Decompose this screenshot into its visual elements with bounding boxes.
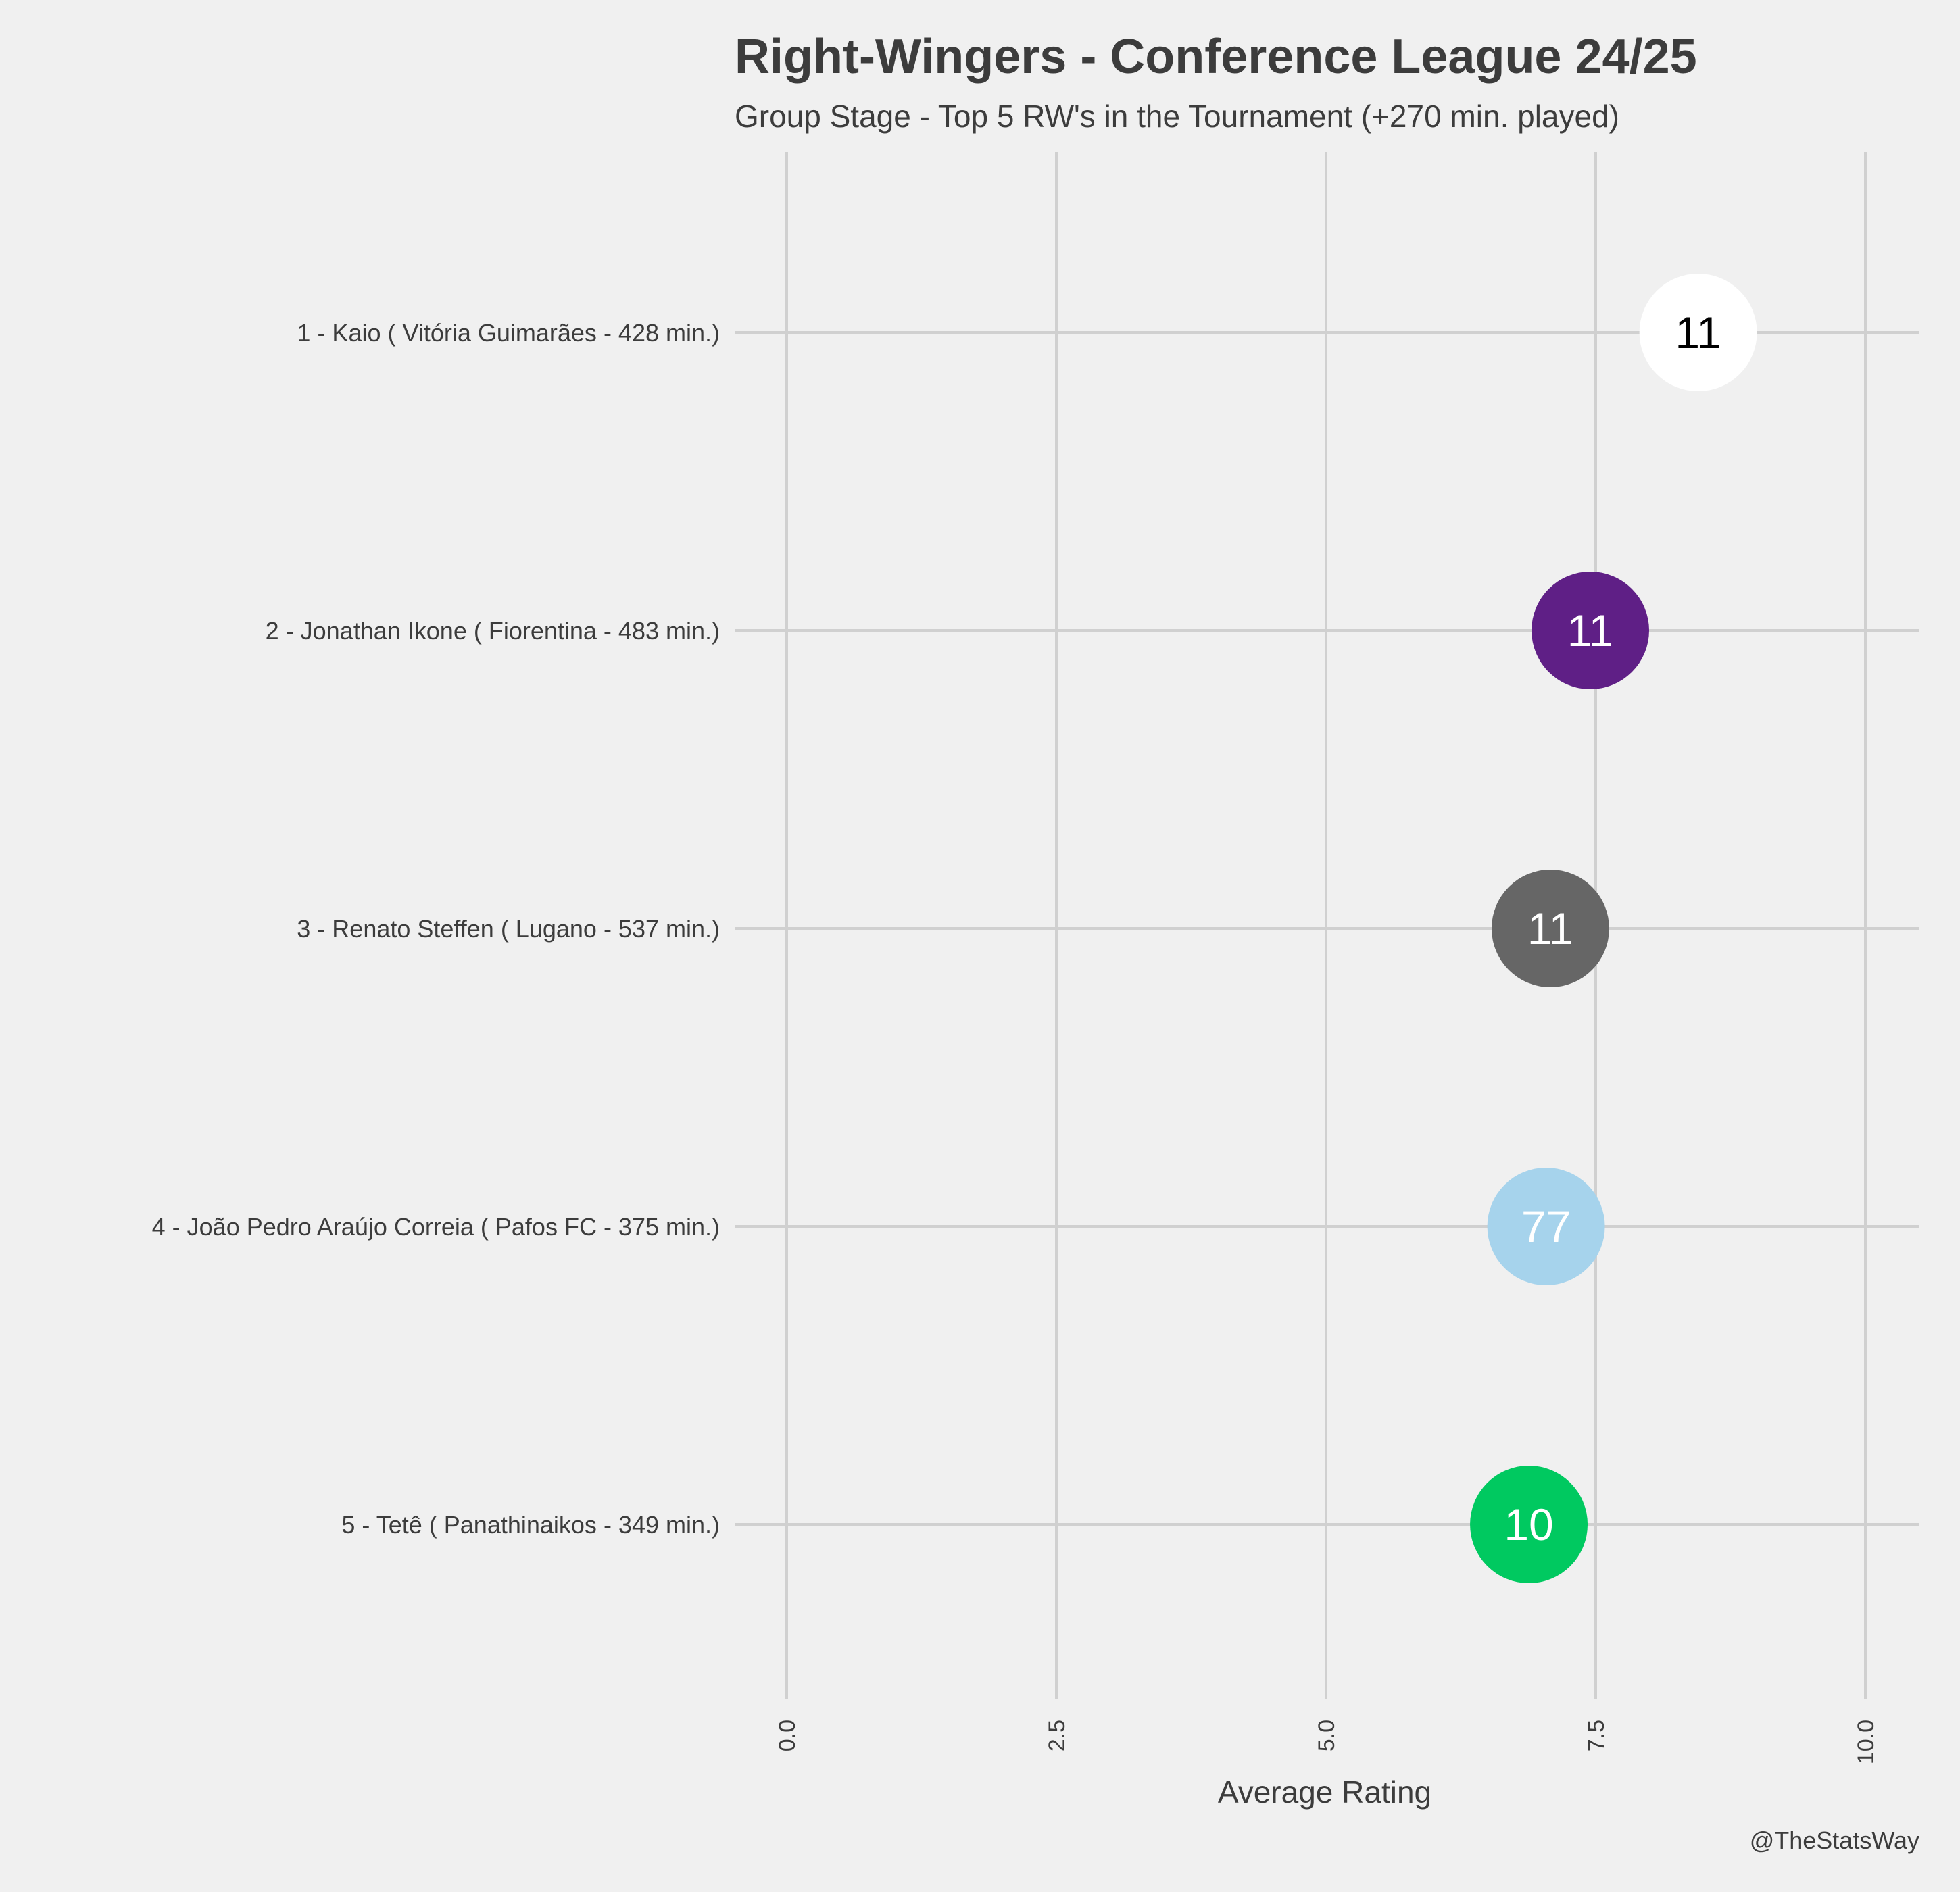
player-label: 1 - Kaio ( Vitória Guimarães - 428 min.) (297, 319, 720, 347)
x-tick-label: 10.0 (1853, 1720, 1879, 1764)
player-marker (1491, 870, 1609, 987)
player-marker (1487, 1168, 1605, 1285)
player-label: 2 - Jonathan Ikone ( Fiorentina - 483 mi… (266, 617, 720, 645)
shirt-number: 10 (1504, 1499, 1553, 1549)
player-label: 4 - João Pedro Araújo Correia ( Pafos FC… (152, 1213, 720, 1241)
chart-title: Right-Wingers - Conference League 24/25 (735, 30, 1697, 84)
x-tick-labels: 0.0 2.5 5.0 7.5 10.0 (775, 1720, 1879, 1764)
x-tick-label: 0.0 (775, 1720, 800, 1751)
shirt-number: 11 (1675, 307, 1721, 357)
data-points: 11 11 11 77 10 (1470, 274, 1757, 1583)
player-marker (1532, 572, 1650, 689)
x-axis-label: Average Rating (1218, 1774, 1431, 1810)
chart-subtitle: Group Stage - Top 5 RW's in the Tourname… (735, 99, 1619, 134)
player-labels: 1 - Kaio ( Vitória Guimarães - 428 min.)… (152, 319, 720, 1539)
shirt-number: 77 (1521, 1201, 1571, 1251)
shirt-number: 11 (1527, 903, 1574, 953)
player-marker (1470, 1466, 1588, 1583)
player-label: 5 - Tetê ( Panathinaikos - 349 min.) (341, 1511, 720, 1539)
x-tick-label: 5.0 (1314, 1720, 1340, 1751)
player-label: 3 - Renato Steffen ( Lugano - 537 min.) (297, 915, 720, 943)
x-tick-label: 7.5 (1584, 1720, 1609, 1751)
shirt-number: 11 (1567, 605, 1614, 655)
x-tick-label: 2.5 (1044, 1720, 1070, 1751)
player-marker (1639, 274, 1757, 391)
credit-text: @TheStatsWay (1750, 1826, 1919, 1854)
vertical-gridlines (785, 152, 1867, 1699)
